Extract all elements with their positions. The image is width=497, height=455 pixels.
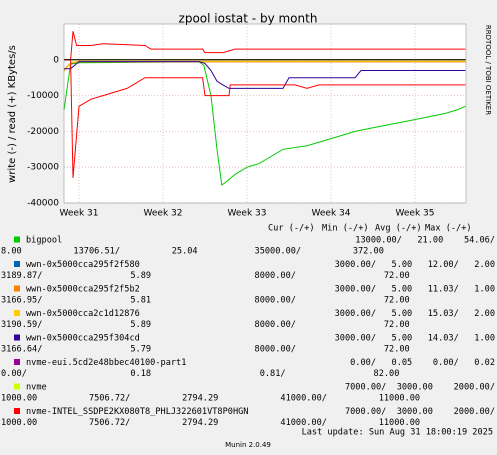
legend-stats: 3166.95/ 5.81 8000.00/ 72.00 [1,296,410,306]
series-line [64,31,466,61]
x-tick-label: Week 35 [396,209,435,219]
x-tick-label: Week 34 [312,209,351,219]
legend-header: Min (-/+) [322,224,369,234]
legend-stats: 1000.00 7506.72/ 2794.29 41000.00/ 11000… [1,394,420,404]
legend-stats: 3000.00/ 5.00 14.03/ 1.00 [335,334,495,344]
series-line [64,59,466,178]
legend-header: Cur (-/+) [268,224,315,234]
legend-stats: 1000.00 7506.72/ 2794.29 41000.00/ 11000… [1,418,420,428]
legend-swatch [14,359,20,365]
legend-stats: 0.00/ 0.18 0.81/ 82.00 [1,369,399,379]
y-tick-label: -30000 [27,163,59,173]
legend-name: wwn-0x5000cca2c1d12876 [26,309,140,319]
chart-title: zpool iostat - by month [179,12,318,26]
legend-name: wwn-0x5000cca295f2f580 [26,260,140,270]
legend-stats: 7000.00/ 3000.00 2000.00/ [345,383,495,393]
legend-stats: 3000.00/ 5.00 15.03/ 2.00 [335,309,495,319]
legend-name: nvme-INTEL_SSDPE2KX080T8_PHLJ322601VT8P0… [26,407,248,417]
legend-swatch [14,334,20,341]
x-tick-label: Week 32 [144,209,183,219]
legend-swatch [14,310,20,316]
footer: Munin 2.0.49 [225,441,271,449]
legend-name: nvme-eui.5cd2e48bbec40100-part1 [26,358,186,368]
legend-stats: 3000.00/ 5.00 11.03/ 1.00 [335,285,495,295]
legend-swatch [14,383,20,390]
y-tick-label: -20000 [27,127,59,137]
y-tick-label: -40000 [27,199,59,209]
legend-name: nvme [26,383,47,393]
x-tick-label: Week 31 [60,209,99,219]
legend-stats: 3166.64/ 5.79 8000.00/ 72.00 [1,345,410,355]
legend-swatch [14,285,20,292]
legend-name: wwn-0x5000cca295f304cd [26,334,140,344]
legend-stats: 3000.00/ 5.00 12.00/ 2.00 [335,260,495,270]
legend-stats: 0.00/ 0.05 0.00/ 0.02 [350,358,495,368]
legend-name: bigpool [26,236,62,246]
y-tick-label: -10000 [27,91,59,101]
legend-header: Avg (-/+) [375,224,422,234]
legend-stats: 3190.59/ 5.89 8000.00/ 72.00 [1,320,410,330]
y-tick-label: 0 [53,55,59,65]
legend-stats: 7000.00/ 3000.00 2000.00/ [345,407,495,417]
plot-frame [63,23,467,204]
plot-area [64,24,466,203]
legend-stats: 8.00 13706.51/ 25.04 35000.00/ 372.00 [1,247,384,257]
legend-swatch [14,408,20,414]
legend-stats: 3189.87/ 5.89 8000.00/ 72.00 [1,271,410,281]
x-tick-label: Week 33 [228,209,267,219]
legend-header: Max (-/+) [425,224,472,234]
legend-swatch [14,236,20,243]
series-line [64,61,466,89]
legend-name: wwn-0x5000cca295f2f5b2 [26,285,140,295]
last-update: Last update: Sun Aug 31 18:00:19 2025 [302,428,493,438]
y-axis-label: write (-) / read (+) KBytes/s [7,45,18,183]
legend-swatch [14,261,20,267]
side-text: RRDTOOL / TOBI OETIKER [484,25,492,115]
legend-stats: 13000.00/ 21.00 54.06/ [355,236,495,246]
